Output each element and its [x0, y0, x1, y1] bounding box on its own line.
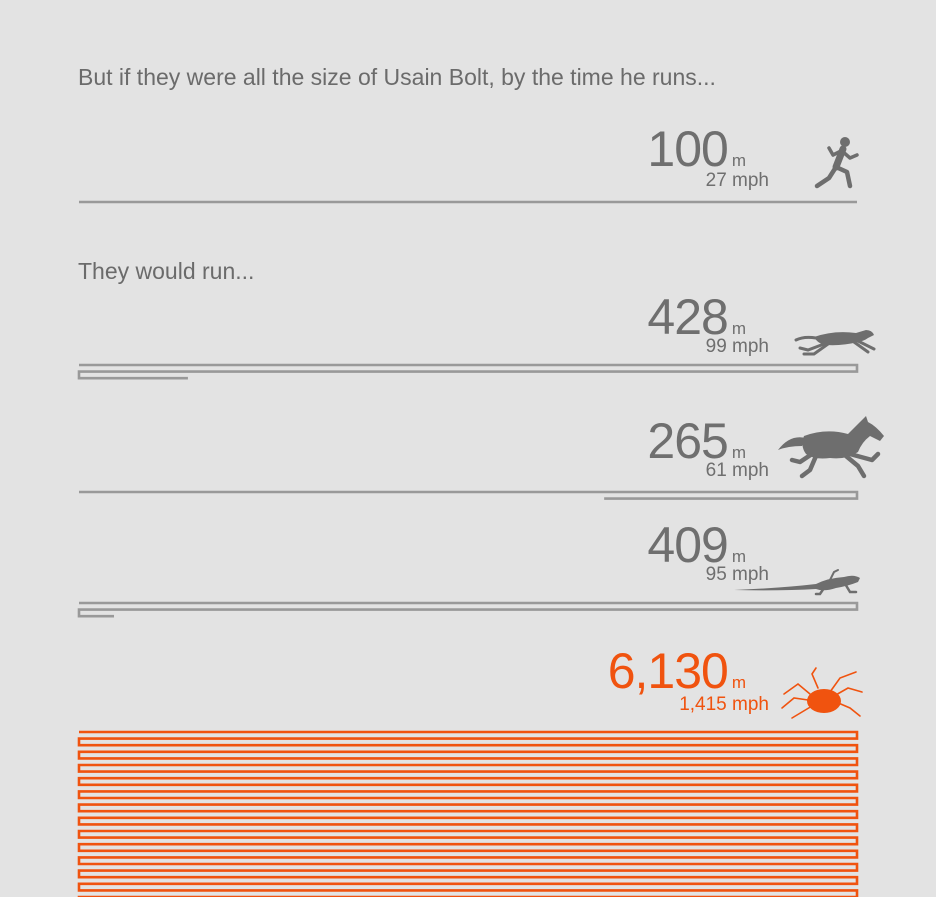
- distance-value: 428: [647, 289, 728, 345]
- track-bar-row-1: [77, 363, 859, 380]
- distance-label-row-1: 428 m: [647, 292, 746, 342]
- distance-unit: m: [731, 319, 746, 338]
- distance-unit: m: [731, 547, 746, 566]
- track-bar-row-4: [77, 730, 859, 897]
- sprinter-icon: [814, 137, 859, 189]
- distance-label-row-0: 100 m: [647, 124, 746, 174]
- intro-text-2: They would run...: [78, 258, 255, 284]
- distance-unit: m: [731, 151, 746, 170]
- speed-label-row-0: 27 mph: [705, 170, 769, 191]
- horse-icon: [778, 416, 884, 479]
- speed-label-row-4: 1,415 mph: [679, 694, 769, 715]
- track-bar-row-3: [77, 601, 859, 618]
- distance-value: 100: [647, 121, 728, 177]
- track-bar-row-2: [79, 490, 859, 500]
- distance-unit: m: [731, 673, 746, 692]
- distance-unit: m: [731, 443, 746, 462]
- speed-label-row-3: 95 mph: [705, 564, 769, 585]
- distance-label-row-2: 265 m: [647, 416, 746, 466]
- distance-label-row-4: 6,130 m: [608, 646, 746, 696]
- mite-icon: [781, 667, 863, 719]
- cheetah-icon: [794, 330, 876, 356]
- distance-value: 409: [647, 517, 728, 573]
- speed-label-row-2: 61 mph: [705, 460, 769, 481]
- distance-value: 6,130: [607, 643, 729, 699]
- speed-label-row-1: 99 mph: [705, 336, 769, 357]
- distance-value: 265: [647, 413, 728, 469]
- distance-label-row-3: 409 m: [647, 520, 746, 570]
- lizard-icon: [734, 569, 860, 596]
- intro-text: But if they were all the size of Usain B…: [78, 64, 716, 90]
